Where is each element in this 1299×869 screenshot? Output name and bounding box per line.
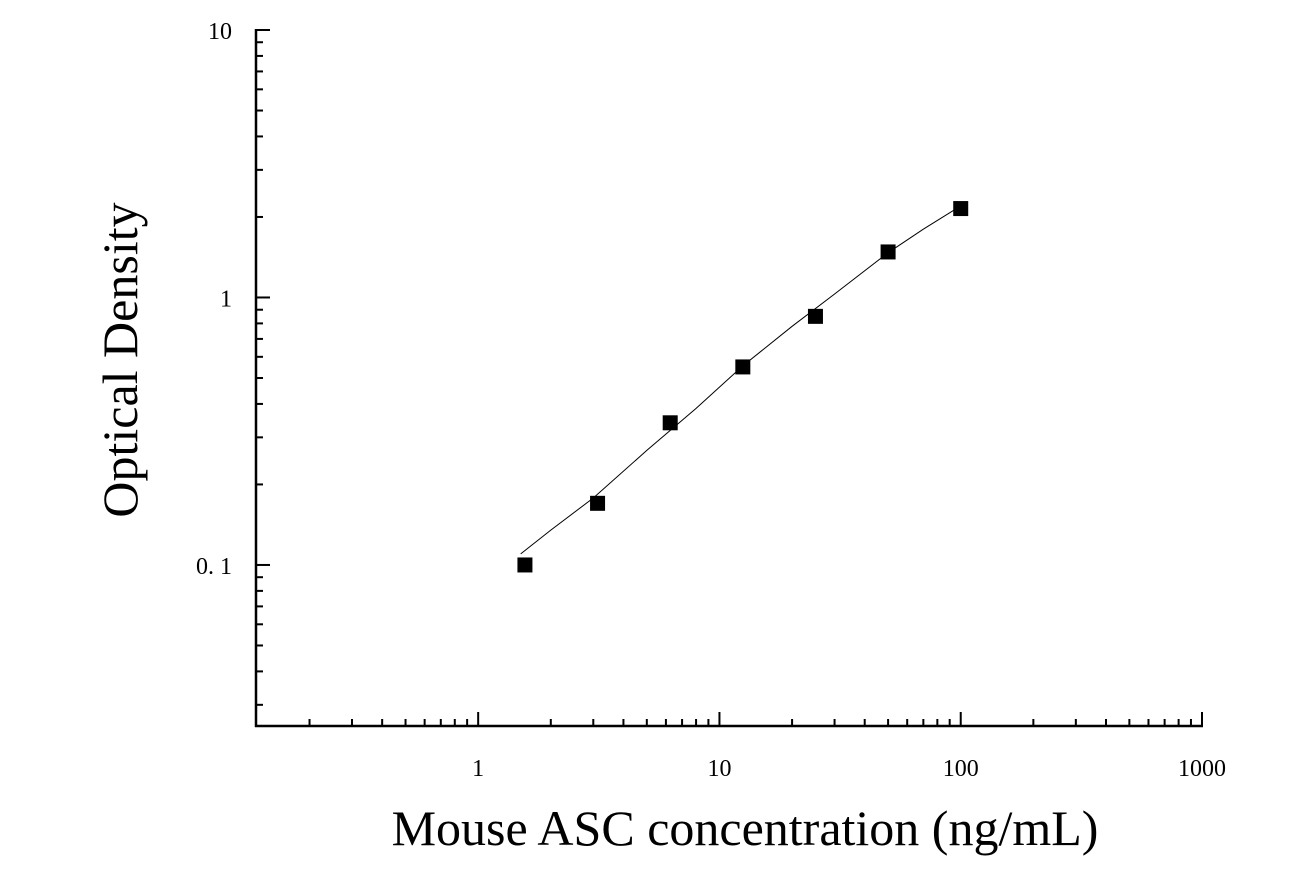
y-tick-label: 1 [220, 286, 232, 312]
y-tick-label: 10 [208, 19, 232, 45]
data-point [517, 557, 533, 573]
axis-tick-labels: 1 10 100 1000 0. 1 1 10 [196, 19, 1226, 782]
data-point [953, 201, 969, 217]
y-tick-label: 0. 1 [196, 554, 232, 580]
x-tick-label: 100 [943, 756, 979, 782]
data-point [590, 495, 606, 511]
data-point [880, 244, 896, 260]
y-axis-title: Optical Density [92, 202, 148, 517]
x-tick-label: 1 [472, 756, 484, 782]
x-axis-title: Mouse ASC concentration (ng/mL) [392, 800, 1099, 856]
data-point [807, 308, 823, 324]
x-tick-label: 10 [707, 756, 731, 782]
data-point [662, 415, 678, 431]
data-points [517, 201, 969, 573]
data-point [735, 359, 751, 375]
x-tick-label: 1000 [1178, 756, 1226, 782]
